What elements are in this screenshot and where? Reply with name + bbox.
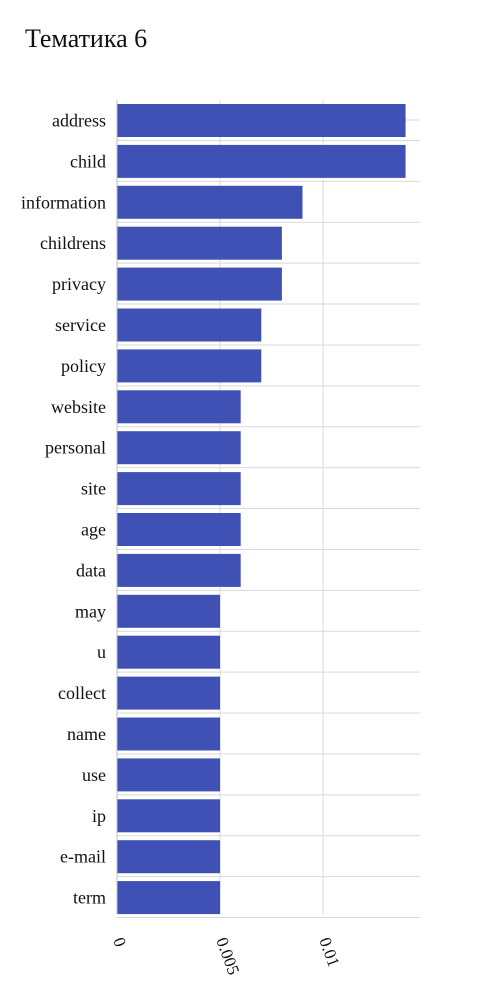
category-label-personal: personal — [45, 438, 106, 458]
x-tick-label: 0 — [109, 935, 130, 949]
category-label-privacy: privacy — [52, 274, 106, 294]
category-label-use: use — [82, 765, 106, 785]
category-label-address: address — [52, 111, 106, 131]
category-label-data: data — [76, 560, 106, 580]
category-label-website: website — [51, 397, 106, 417]
bar-name — [117, 717, 221, 751]
bar-information — [117, 185, 303, 219]
bar-data — [117, 553, 241, 587]
category-labels: address child information childrens privacy s… — [21, 111, 106, 908]
bar-e-mail — [117, 840, 221, 874]
bar-ip — [117, 799, 221, 833]
bar-personal — [117, 431, 241, 465]
bar-privacy — [117, 267, 282, 301]
category-label-policy: policy — [61, 356, 106, 376]
bar-u — [117, 635, 221, 669]
category-label-information: information — [21, 192, 106, 212]
chart-title: Тематика 6 — [25, 24, 148, 53]
bar-use — [117, 758, 221, 792]
bar-service — [117, 308, 262, 342]
x-axis-ticks: 0 0.005 0.01 — [109, 935, 343, 977]
category-label-ip: ip — [92, 806, 106, 826]
category-label-e-mail: e-mail — [60, 847, 106, 867]
category-label-site: site — [81, 479, 106, 499]
category-label-collect: collect — [58, 683, 106, 703]
x-tick-label: 0.005 — [212, 935, 243, 977]
bar-child — [117, 144, 406, 178]
category-label-child: child — [70, 151, 106, 171]
bar-may — [117, 594, 221, 628]
bar-collect — [117, 676, 221, 710]
category-label-service: service — [55, 315, 106, 335]
bars-layer — [117, 104, 406, 915]
bar-policy — [117, 349, 262, 383]
bar-childrens — [117, 226, 282, 260]
bar-age — [117, 513, 241, 546]
category-label-u: u — [97, 642, 106, 662]
category-label-may: may — [75, 601, 106, 621]
bar-address — [117, 104, 406, 137]
category-label-term: term — [73, 888, 106, 908]
bar-site — [117, 472, 241, 506]
bar-term — [117, 881, 221, 915]
category-label-name: name — [67, 724, 106, 744]
category-label-age: age — [81, 520, 106, 540]
bar-website — [117, 390, 241, 424]
x-tick-label: 0.01 — [315, 935, 343, 969]
grid-layer — [116, 100, 420, 919]
category-label-childrens: childrens — [40, 233, 106, 253]
